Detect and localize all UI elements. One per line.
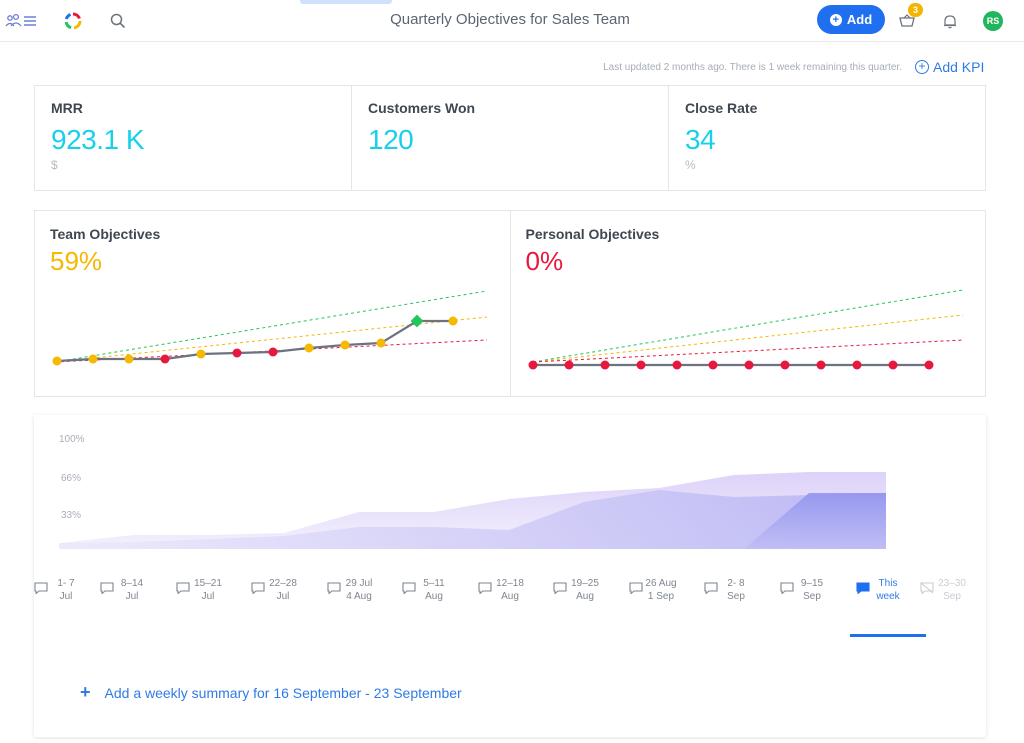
kpi-value: 120 (368, 124, 414, 155)
comment-icon (327, 582, 341, 594)
add-button[interactable]: + Add (817, 5, 885, 34)
kpi-card-customers-won[interactable]: Customers Won 120 (352, 86, 669, 190)
bell-icon[interactable] (940, 0, 960, 42)
week-range-start: This (878, 578, 898, 589)
week-item-current[interactable]: This week (856, 577, 920, 603)
people-menu-icon[interactable] (4, 0, 38, 42)
kpi-card-mrr[interactable]: MRR 923.1 K $ (35, 86, 352, 190)
week-range-end: Jul (125, 591, 139, 602)
search-icon[interactable] (108, 0, 128, 42)
week-range-end: Jul (201, 591, 215, 602)
comment-icon (176, 582, 190, 594)
week-range-start: 5–11 (423, 578, 445, 589)
week-item[interactable]: 22–28 Jul (251, 577, 315, 603)
add-kpi-button[interactable]: + Add KPI (915, 59, 984, 75)
week-range-end: Aug (425, 591, 443, 602)
week-range-end: Aug (576, 591, 594, 602)
week-range-end: 1 Sep (647, 591, 675, 602)
week-item[interactable]: 5–11 Aug (402, 577, 466, 603)
week-range-start: 15–21 (194, 578, 222, 589)
team-objectives-value: 59% (50, 246, 103, 276)
notification-badge: 3 (908, 3, 923, 17)
avatar[interactable]: RS (983, 11, 1003, 31)
week-range-start: 8–14 (120, 578, 144, 589)
weekly-progress-panel: 100% 66% 33% 1- 7 Jul 8–14 Jul 15–21 Jul… (34, 415, 986, 737)
plus-circle-icon: + (915, 60, 929, 74)
week-item[interactable]: 15–21 Jul (176, 577, 240, 603)
y-tick: 100% (59, 434, 85, 445)
week-range-start: 9–15 (800, 578, 824, 589)
week-range-start: 12–18 (496, 578, 524, 589)
comment-disabled-icon (920, 582, 934, 594)
last-updated-text: Last updated 2 months ago. There is 1 we… (603, 62, 902, 73)
page-title: Quarterly Objectives for Sales Team (390, 11, 630, 28)
personal-objectives-card[interactable]: Personal Objectives 0% (511, 211, 986, 396)
week-item[interactable]: 12–18 Aug (478, 577, 542, 603)
kpi-unit: % (685, 158, 696, 172)
comment-icon (704, 582, 718, 594)
week-range-end: Sep (803, 591, 821, 602)
comment-filled-icon (856, 582, 870, 594)
team-objectives-label: Team Objectives (50, 226, 161, 242)
kpi-value: 923.1 K (51, 124, 145, 155)
kpi-label: Customers Won (368, 100, 476, 116)
kpi-label: MRR (51, 100, 83, 116)
add-button-label: Add (846, 12, 873, 27)
plus-icon: + (829, 13, 842, 26)
week-range-start: 2- 8 (727, 578, 745, 589)
personal-objectives-label: Personal Objectives (525, 226, 660, 242)
comment-icon (780, 582, 794, 594)
personal-objectives-sparkline (528, 289, 963, 370)
week-range-start: 22–28 (269, 578, 297, 589)
kpi-label: Close Rate (685, 100, 758, 116)
week-range-end: week (876, 591, 900, 602)
week-range-start: 19–25 (571, 578, 599, 589)
comment-icon (251, 582, 265, 594)
loading-indicator (300, 0, 392, 4)
app-logo-icon[interactable] (62, 0, 84, 42)
comment-icon (34, 582, 48, 594)
plus-icon: + (80, 682, 91, 702)
week-item[interactable]: 29 Jul 4 Aug (327, 577, 391, 603)
y-tick: 33% (61, 510, 81, 521)
weekly-progress-chart: 100% 66% 33% (59, 434, 886, 549)
week-item[interactable]: 8–14 Jul (100, 577, 164, 603)
add-kpi-label: Add KPI (933, 59, 985, 75)
comment-icon (402, 582, 416, 594)
week-item[interactable]: 2- 8 Sep (704, 577, 768, 603)
top-bar: Quarterly Objectives for Sales Team + Ad… (0, 0, 1024, 42)
week-item[interactable]: 9–15 Sep (780, 577, 844, 603)
kpi-cards: MRR 923.1 K $ Customers Won 120 Close Ra… (34, 85, 986, 191)
comment-icon (553, 582, 567, 594)
objectives-panel: Team Objectives 59% Personal Objectives … (34, 210, 986, 397)
current-week-indicator (850, 634, 926, 637)
basket-icon[interactable] (897, 0, 917, 42)
personal-objectives-value: 0% (525, 246, 564, 276)
week-range-start: 23–30 (938, 578, 966, 589)
add-weekly-summary-button[interactable]: + Add a weekly summary for 16 September … (80, 682, 462, 703)
week-range-end: Aug (501, 591, 519, 602)
week-range-start: 26 Aug (645, 578, 677, 589)
comment-icon (100, 582, 114, 594)
comment-icon (629, 582, 643, 594)
week-range-start: 1- 7 (57, 578, 75, 589)
week-range-end: Sep (727, 591, 745, 602)
add-weekly-summary-label: Add a weekly summary for 16 September - … (104, 684, 462, 701)
week-item-future: 23–30 Sep (920, 577, 984, 603)
comment-icon (478, 582, 492, 594)
week-item[interactable]: 1- 7 Jul (34, 577, 98, 603)
week-range-end: 4 Aug (346, 591, 372, 602)
week-range-end: Jul (59, 591, 73, 602)
week-item[interactable]: 19–25 Aug (553, 577, 617, 603)
week-range-end: Jul (276, 591, 290, 602)
kpi-value: 34 (685, 124, 716, 155)
kpi-unit: $ (51, 158, 58, 172)
week-range-start: 29 Jul (345, 578, 373, 589)
team-objectives-card[interactable]: Team Objectives 59% (35, 211, 511, 396)
y-tick: 66% (61, 473, 81, 484)
team-objectives-sparkline (52, 290, 488, 366)
week-item[interactable]: 26 Aug 1 Sep (629, 577, 693, 603)
kpi-card-close-rate[interactable]: Close Rate 34 % (669, 86, 985, 190)
week-range-end: Sep (943, 591, 961, 602)
